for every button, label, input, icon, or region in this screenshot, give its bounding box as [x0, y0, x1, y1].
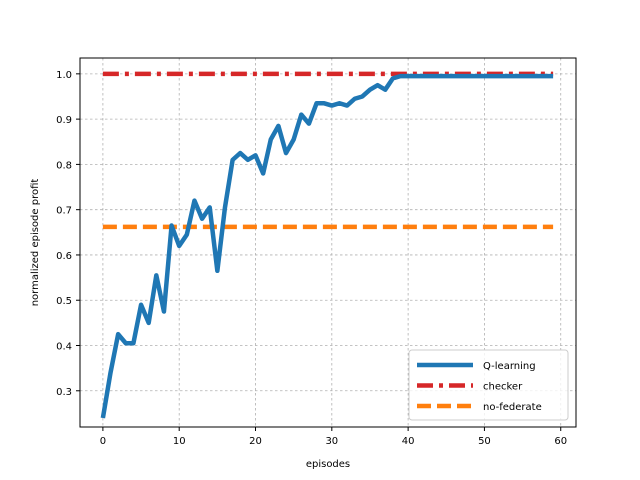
- x-tick-label: 10: [173, 436, 186, 447]
- x-tick-label: 50: [478, 436, 491, 447]
- legend-label: no-federate: [483, 402, 542, 413]
- ticks: 0 10 20 30 40 50 60 0.3 0.4 0.5 0.6 0.7 0.8 0.9 1.0: [56, 70, 567, 447]
- series-layer: [100, 71, 554, 419]
- x-tick-label: 40: [402, 436, 415, 447]
- legend-box: [408, 349, 569, 421]
- legend-label: Q-learning: [483, 361, 536, 372]
- x-tick-label: 30: [325, 436, 338, 447]
- y-tick-label: 1.0: [56, 70, 72, 81]
- grid: [80, 58, 576, 427]
- x-tick-label: 20: [249, 436, 262, 447]
- y-axis-label: normalized episode profit: [30, 179, 41, 307]
- y-tick-label: 0.7: [56, 206, 72, 217]
- y-tick-label: 0.4: [56, 342, 72, 353]
- x-tick-label: 0: [100, 436, 106, 447]
- y-tick-label: 0.6: [56, 251, 72, 262]
- x-tick-label: 60: [554, 436, 567, 447]
- legend: Q-learning checker no-federate: [408, 349, 569, 421]
- legend-label: checker: [483, 382, 523, 393]
- y-tick-label: 0.5: [56, 296, 72, 307]
- x-axis-label: episodes: [306, 459, 350, 470]
- series-line-q-learning: [100, 73, 554, 419]
- y-tick-label: 0.9: [56, 115, 72, 126]
- plot-frame: [79, 57, 577, 428]
- y-tick-label: 0.3: [56, 387, 72, 398]
- y-tick-label: 0.8: [56, 160, 72, 171]
